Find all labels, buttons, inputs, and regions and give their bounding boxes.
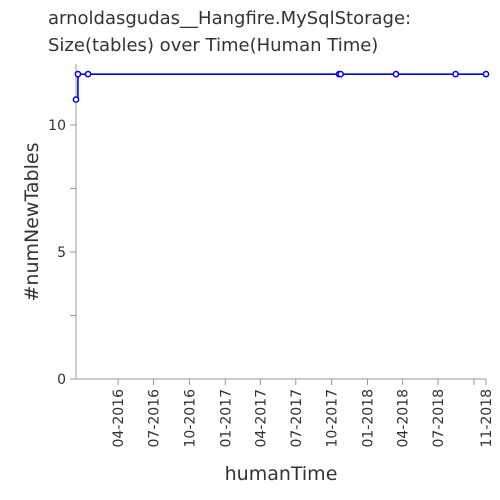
- y-axis-label: #numNewTables: [21, 143, 43, 302]
- data-point: [72, 96, 80, 103]
- x-tick-label: 07-2017: [289, 389, 305, 448]
- x-tick-label: 10-2016: [182, 389, 198, 448]
- x-axis-ticks: 04-2016 07-2016 10-2016 01-2017 04-2017 07-20…: [111, 379, 495, 448]
- data-point: [392, 70, 400, 78]
- x-tick-label: 01-2018: [361, 389, 377, 448]
- chart-title-line-1: arnoldasgudas__Hangfire.MySqlStorage:: [48, 8, 411, 29]
- chart-title-line-2: Size(tables) over Time(Human Time): [48, 35, 378, 56]
- data-point: [74, 70, 82, 78]
- y-tick-label: 0: [57, 372, 66, 388]
- x-tick-label: 04-2017: [253, 389, 269, 448]
- axes: [75, 64, 486, 380]
- series-line: [76, 73, 486, 101]
- x-tick-label: 07-2016: [147, 389, 163, 448]
- x-tick-label: 04-2016: [111, 389, 127, 448]
- y-axis-ticks: 0 5 10: [48, 118, 76, 388]
- y-tick-label: 5: [57, 245, 66, 261]
- y-tick-label: 10: [48, 118, 66, 134]
- data-point: [84, 70, 92, 78]
- x-axis-label: humanTime: [225, 463, 338, 485]
- data-point: [482, 70, 490, 78]
- x-tick-label: 04-2018: [396, 389, 412, 448]
- x-tick-label: 07-2018: [431, 389, 447, 448]
- data-point: [452, 70, 459, 78]
- series-group: [72, 70, 490, 103]
- x-tick-label: 11-2018: [479, 389, 495, 448]
- data-point: [337, 70, 344, 78]
- x-tick-label: 01-2017: [218, 389, 234, 448]
- x-tick-label: 10-2017: [325, 389, 341, 448]
